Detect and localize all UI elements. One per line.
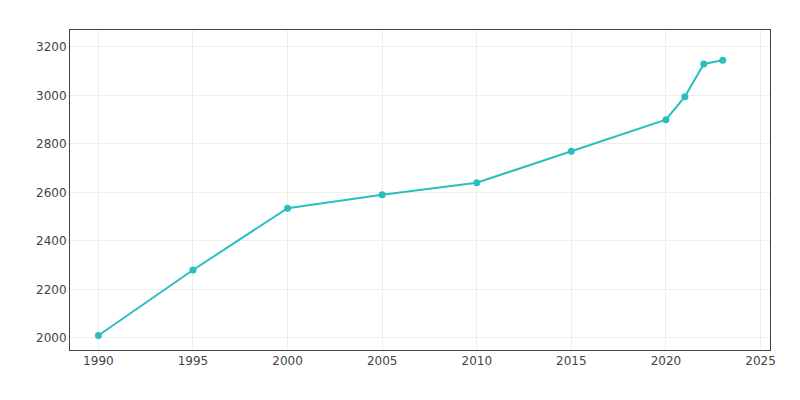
svg-text:2000: 2000 [36, 331, 67, 345]
svg-text:2000: 2000 [272, 354, 303, 368]
svg-text:2800: 2800 [36, 137, 67, 151]
svg-text:1990: 1990 [83, 354, 114, 368]
svg-text:2015: 2015 [556, 354, 587, 368]
svg-text:2025: 2025 [745, 354, 776, 368]
svg-text:2400: 2400 [36, 234, 67, 248]
svg-text:3000: 3000 [36, 89, 67, 103]
svg-text:2005: 2005 [367, 354, 398, 368]
svg-text:2010: 2010 [461, 354, 492, 368]
svg-text:2200: 2200 [36, 283, 67, 297]
svg-text:3200: 3200 [36, 40, 67, 54]
svg-text:2600: 2600 [36, 186, 67, 200]
svg-text:1995: 1995 [178, 354, 209, 368]
svg-text:2020: 2020 [651, 354, 682, 368]
